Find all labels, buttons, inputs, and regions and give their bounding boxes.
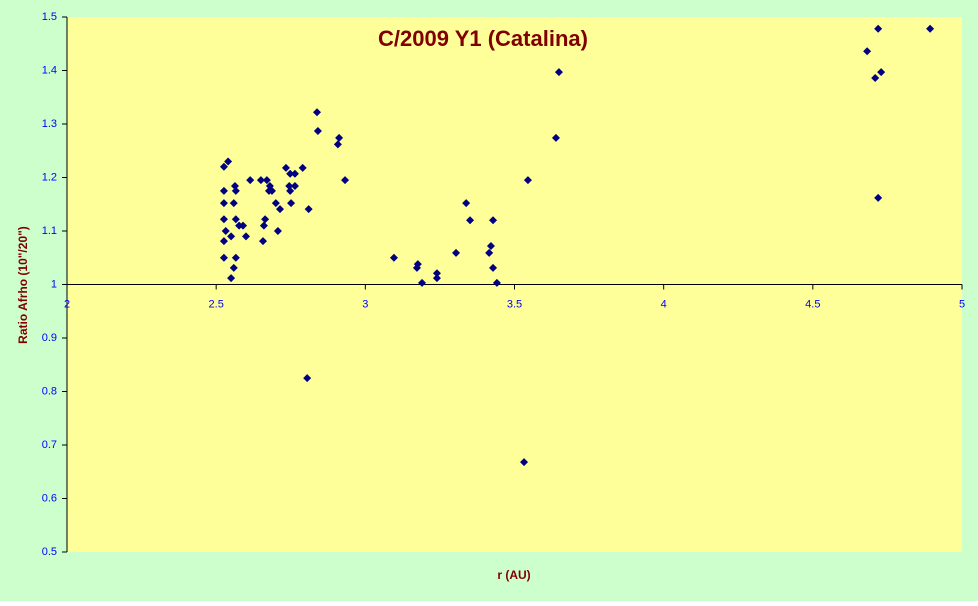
point (492, 278, 501, 287)
point (466, 216, 475, 225)
point (219, 253, 228, 262)
point (261, 215, 270, 224)
point (551, 133, 560, 142)
point (432, 274, 441, 283)
x-tick-label: 2 (64, 298, 70, 310)
point (486, 241, 495, 250)
point (926, 24, 935, 33)
y-tick-label: 1.1 (42, 225, 57, 237)
point (239, 221, 248, 230)
point (313, 108, 322, 117)
x-tick-label: 2.5 (209, 298, 224, 310)
point (335, 133, 344, 142)
point (224, 157, 233, 166)
point (286, 186, 295, 195)
x-tick-label: 3 (362, 298, 368, 310)
y-tick-label: 0.5 (42, 546, 57, 558)
point (221, 227, 230, 235)
point (874, 193, 883, 202)
y-tick-label: 1 (51, 278, 57, 290)
point (256, 176, 265, 185)
point (231, 253, 240, 262)
point (219, 186, 228, 195)
point (874, 24, 883, 33)
point (271, 199, 280, 208)
point (242, 232, 250, 241)
x-tick-label: 4 (661, 298, 667, 310)
point (418, 278, 427, 287)
y-tick-label: 0.6 (42, 492, 57, 504)
point (219, 199, 228, 208)
x-tick-label: 4.5 (805, 298, 820, 310)
point (219, 215, 228, 224)
chart-title: C/2009 Y1 (Catalina) (378, 26, 588, 51)
point (554, 68, 563, 77)
point (290, 182, 299, 191)
y-tick-label: 0.8 (42, 385, 57, 397)
point (432, 269, 441, 278)
point (286, 169, 295, 178)
y-tick-label: 1.4 (42, 64, 57, 76)
point (287, 199, 296, 208)
x-tick-label: 5 (959, 298, 965, 310)
y-tick-label: 0.9 (42, 332, 57, 344)
x-axis-label: r (AU) (497, 568, 530, 582)
y-axis-label: Ratio Afrho (10"/20") (16, 226, 30, 344)
point (231, 215, 240, 224)
point (489, 216, 498, 225)
point (333, 140, 342, 149)
point (462, 199, 471, 208)
point (877, 68, 886, 77)
point (520, 458, 529, 467)
point (231, 186, 240, 195)
point (485, 248, 494, 257)
point (267, 186, 276, 195)
y-tick-label: 1.5 (42, 11, 57, 23)
point (303, 374, 312, 383)
point (281, 163, 290, 172)
point (871, 73, 880, 82)
point (259, 221, 268, 230)
point (341, 176, 350, 185)
point (313, 126, 322, 135)
point (219, 237, 228, 246)
y-tick-label: 1.2 (42, 171, 57, 183)
point (290, 169, 299, 178)
point (219, 162, 228, 171)
point (259, 237, 268, 246)
point (246, 176, 255, 185)
point (489, 263, 498, 272)
x-tick-label: 3.5 (507, 298, 522, 310)
point (227, 274, 236, 283)
point (523, 176, 532, 185)
point (389, 253, 398, 262)
point (413, 260, 422, 269)
point (262, 176, 271, 185)
point (298, 163, 307, 172)
point (227, 232, 236, 241)
point (304, 205, 313, 214)
point (273, 227, 282, 235)
point (229, 199, 238, 208)
point (452, 248, 461, 257)
y-tick-label: 0.7 (42, 439, 57, 451)
point (229, 263, 238, 272)
point (863, 47, 872, 56)
y-tick-label: 1.3 (42, 118, 57, 130)
point (276, 205, 285, 214)
